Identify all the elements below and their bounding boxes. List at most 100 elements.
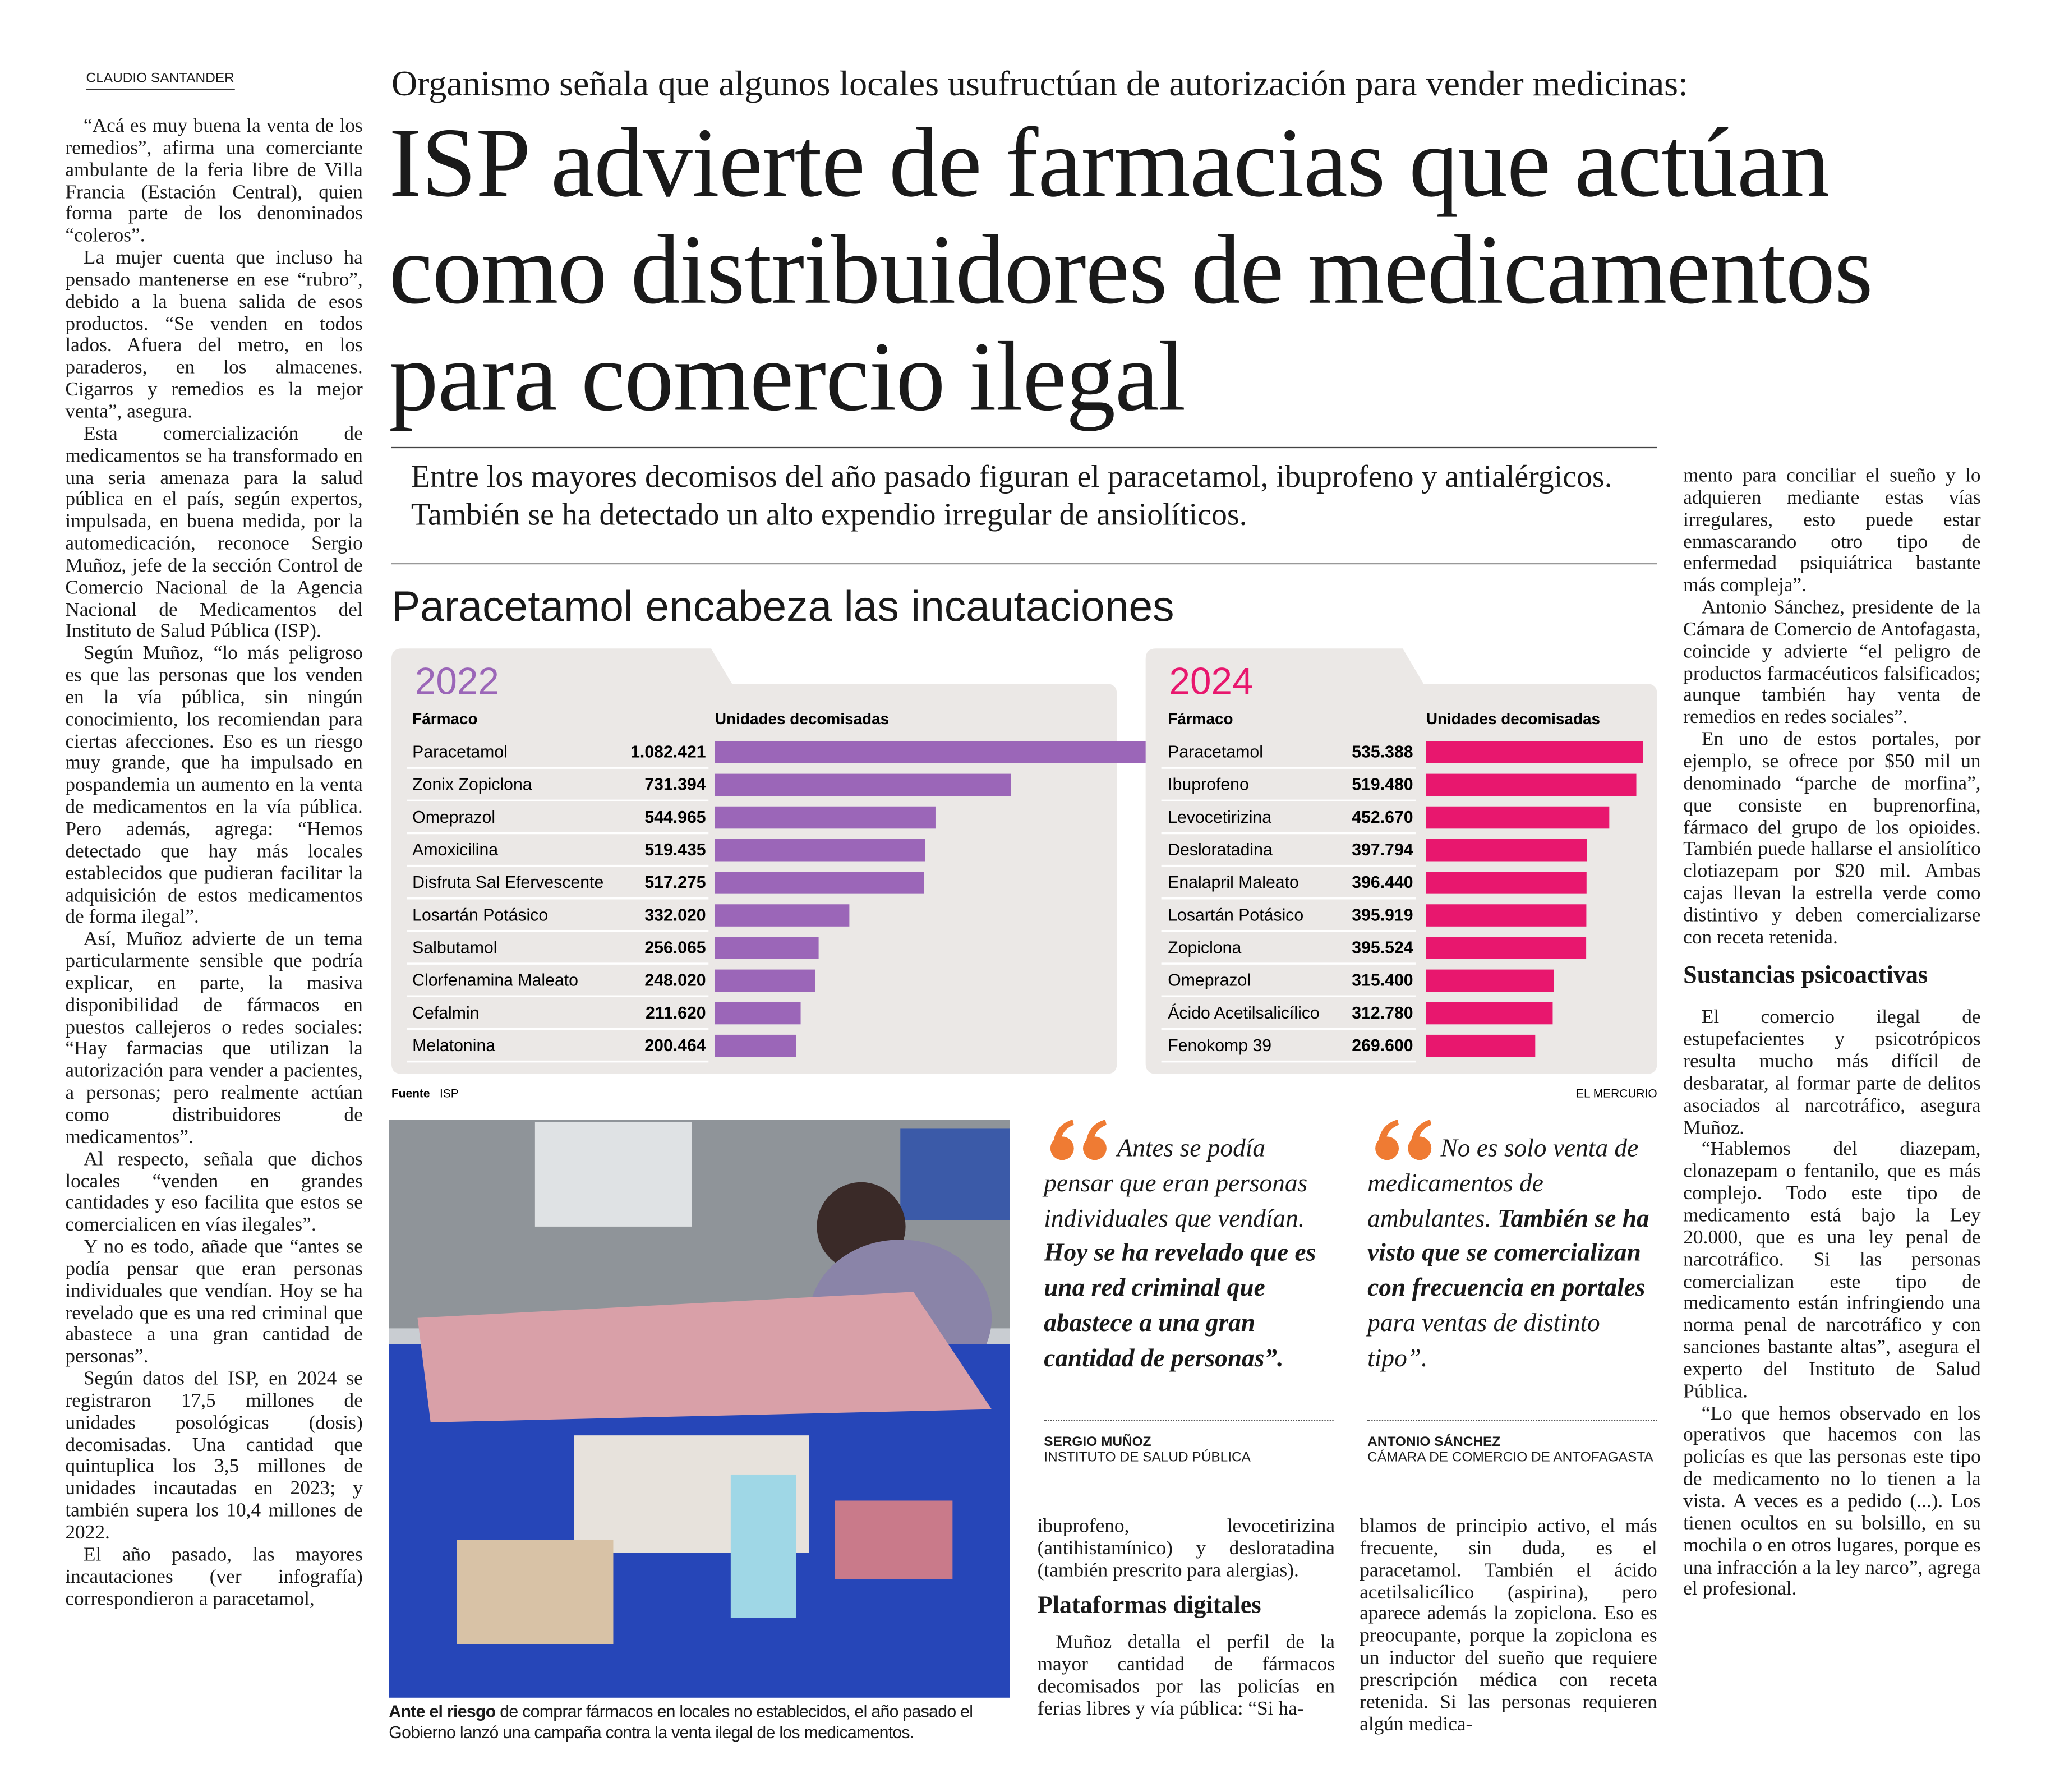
- column: blamos de principio activo, el más frecu…: [1360, 1515, 1657, 1736]
- value-label: 395.919: [1352, 906, 1413, 924]
- drug-name: Levocetirizina: [1168, 808, 1271, 827]
- drug-name: Paracetamol: [412, 743, 508, 762]
- column-text: Muñoz detalla el perfil de la mayor cant…: [1037, 1631, 1335, 1721]
- drug-name: Salbutamol: [412, 939, 497, 957]
- bar: [715, 741, 1153, 764]
- bar: [1426, 937, 1587, 959]
- value-label: 312.780: [1352, 1004, 1413, 1022]
- photo: [389, 1120, 1010, 1698]
- bar: [1426, 1002, 1553, 1025]
- value-label: 1.082.421: [630, 743, 706, 762]
- drug-name: Ibuprofeno: [1168, 776, 1249, 794]
- drug-name: Cefalmin: [412, 1004, 479, 1022]
- value-label: 248.020: [644, 971, 706, 990]
- paragraph: ibuprofeno, levocetirizina (antihistamín…: [1037, 1515, 1335, 1581]
- column-text: El comercio ilegal de estupefacientes y …: [1683, 1006, 1981, 1601]
- headline: ISP advierte de farmacias que actúan como…: [389, 109, 1873, 432]
- drug-name: Losartán Potásico: [412, 906, 548, 924]
- paragraph: mento para conciliar el sueño y lo adqui…: [1683, 464, 1981, 597]
- column-text: ibuprofeno, levocetirizina (antihistamín…: [1037, 1515, 1335, 1582]
- quote-name: ANTONIO SÁNCHEZ: [1367, 1434, 1501, 1450]
- column: “Acá es muy buena la venta de los remedi…: [65, 114, 363, 1611]
- bar: [715, 773, 1011, 796]
- paragraph: blamos de principio activo, el más frecu…: [1360, 1515, 1657, 1735]
- value-label: 452.670: [1352, 808, 1413, 827]
- drug-name: Clorfenamina Maleato: [412, 971, 578, 990]
- pull-quote: No es solo venta de medicamentos de ambu…: [1367, 1132, 1657, 1377]
- paragraph: El comercio ilegal de estupefacientes y …: [1683, 1006, 1981, 1139]
- quote-role: INSTITUTO DE SALUD PÚBLICA: [1044, 1449, 1251, 1466]
- caption-lead: Ante el riesgo: [389, 1701, 496, 1721]
- paragraph: Al respecto, señala que dichos locales “…: [65, 1148, 363, 1236]
- source-label: Fuente: [391, 1088, 430, 1100]
- quote-segment: Antes se podía pensar que eran personas …: [1044, 1135, 1308, 1233]
- drug-name: Melatonina: [412, 1036, 495, 1055]
- bar: [715, 969, 815, 992]
- paragraph: Y no es todo, añade que “antes se podía …: [65, 1236, 363, 1368]
- bar: [1426, 969, 1554, 992]
- value-label: 535.388: [1352, 743, 1413, 762]
- quote-segment: Hoy se ha revelado que es una red crimin…: [1044, 1240, 1316, 1372]
- credit: EL MERCURIO: [1576, 1088, 1657, 1100]
- drug-name: Omeprazol: [1168, 971, 1251, 990]
- value-label: 519.480: [1352, 776, 1413, 794]
- deck: Entre los mayores decomisos del año pasa…: [411, 460, 1612, 533]
- column-header: Unidades decomisadas: [1426, 710, 1600, 727]
- bar: [715, 839, 925, 862]
- paragraph: “Acá es muy buena la venta de los remedi…: [65, 114, 363, 247]
- value-label: 397.794: [1352, 841, 1413, 859]
- quote-segment: No es solo venta de medicamentos de ambu…: [1367, 1135, 1639, 1233]
- paragraph: Así, Muñoz advierte de un tema particula…: [65, 928, 363, 1148]
- quote-role: CÁMARA DE COMERCIO DE ANTOFAGASTA: [1367, 1449, 1653, 1466]
- paragraph: Antonio Sánchez, presidente de la Cámara…: [1683, 596, 1981, 729]
- bar: [715, 806, 936, 829]
- bar: [715, 904, 850, 927]
- column-header: Fármaco: [412, 710, 477, 727]
- photo-caption: Ante el riesgo de comprar fármacos en lo…: [389, 1702, 1010, 1743]
- column-text: mento para conciliar el sueño y lo adqui…: [1683, 464, 1981, 950]
- paragraph: Muñoz detalla el perfil de la mayor cant…: [1037, 1631, 1335, 1720]
- drug-name: Amoxicilina: [412, 841, 498, 859]
- subhead: Sustancias psicoactivas: [1683, 961, 1928, 989]
- bar: [1426, 741, 1643, 764]
- drug-name: Enalapril Maleato: [1168, 873, 1299, 892]
- paragraph: Esta comercialización de medicamentos se…: [65, 422, 363, 643]
- headline-line: para comercio ilegal: [389, 322, 1186, 432]
- drug-name: Desloratadina: [1168, 841, 1273, 859]
- quote-attribution: SERGIO MUÑOZ INSTITUTO DE SALUD PÚBLICA: [1044, 1420, 1334, 1466]
- byline: CLAUDIO SANTANDER: [86, 71, 234, 90]
- quote-segment: para ventas de distinto tipo”.: [1367, 1310, 1600, 1372]
- value-label: 315.400: [1352, 971, 1413, 990]
- bar: [1426, 872, 1587, 894]
- value-label: 396.440: [1352, 873, 1413, 892]
- bar: [715, 937, 819, 959]
- value-label: 519.435: [644, 841, 706, 859]
- source: ISP: [440, 1088, 459, 1100]
- quote-mark: [1050, 1120, 1107, 1160]
- panel-year: 2024: [1169, 661, 1254, 703]
- bar: [715, 1034, 796, 1057]
- value-label: 731.394: [644, 776, 706, 794]
- drug-name: Ácido Acetilsalicílico: [1168, 1004, 1320, 1022]
- paragraph: El año pasado, las mayores incautaciones…: [65, 1543, 363, 1610]
- paragraph: Según datos del ISP, en 2024 se registra…: [65, 1367, 363, 1544]
- value-label: 200.464: [644, 1036, 706, 1055]
- column: mento para conciliar el sueño y lo adqui…: [1683, 464, 1981, 1601]
- value-label: 269.600: [1352, 1036, 1413, 1055]
- panel-year: 2022: [415, 661, 499, 703]
- drug-name: Losartán Potásico: [1168, 906, 1303, 924]
- paragraph: “Hablemos del diazepam, clonazepam o fen…: [1683, 1138, 1981, 1403]
- paragraph: Según Muñoz, “lo más peligroso es que la…: [65, 642, 363, 929]
- value-label: 332.020: [644, 906, 706, 924]
- bar: [1426, 839, 1587, 862]
- value-label: 544.965: [644, 808, 706, 827]
- value-label: 211.620: [646, 1004, 706, 1022]
- column-header: Unidades decomisadas: [715, 710, 889, 727]
- quote-segment: También se ha visto que se comercializan…: [1367, 1205, 1649, 1303]
- subhead: Plataformas digitales: [1037, 1591, 1261, 1619]
- kicker: Organismo señala que algunos locales usu…: [391, 62, 1688, 103]
- column: ibuprofeno, levocetirizina (antihistamín…: [1037, 1515, 1335, 1721]
- column-header: Fármaco: [1168, 710, 1233, 727]
